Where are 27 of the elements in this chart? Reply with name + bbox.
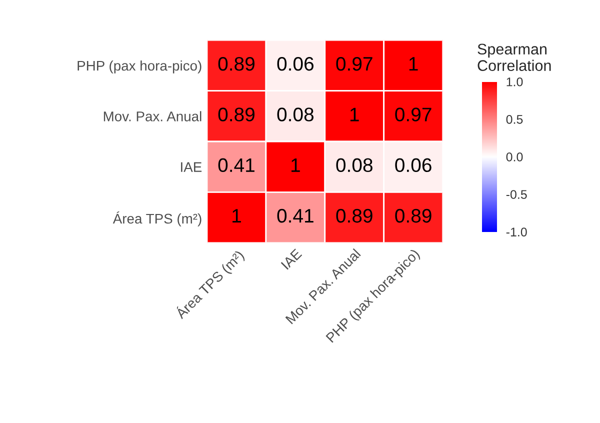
data-label: 0.08 (277, 108, 314, 122)
data-label: 0.89 (395, 208, 432, 223)
data-label: 1 (232, 209, 241, 223)
data-label: 0.89 (218, 108, 254, 122)
x-tick-label: IAE (280, 248, 302, 270)
data-label: 0.97 (395, 108, 432, 122)
data-label: 0.06 (395, 158, 432, 172)
data-label: 1 (350, 108, 359, 122)
color-bar-label: 1.0 (506, 77, 523, 86)
color-bar-label: 0.0 (506, 152, 523, 162)
data-label: 0.97 (336, 56, 372, 71)
data-label: 0.89 (218, 56, 254, 71)
y-tick-label: Área TPS (m²) (112, 211, 202, 226)
color-bar-title: Spearman Correlation (478, 44, 551, 72)
data-label: 1 (292, 158, 300, 172)
color-bar-label: 0.5 (506, 114, 523, 124)
data-label: 1 (409, 57, 418, 71)
data-label: 0.41 (218, 158, 254, 172)
data-label: 0.08 (336, 158, 372, 172)
data-label: 0.41 (277, 208, 314, 223)
y-tick-label: PHP (pax hora-pico) (78, 60, 202, 74)
y-tick-label: Mov. Pax. Anual (104, 111, 202, 122)
color-bar-label: -0.5 (506, 190, 527, 199)
data-label: 0.89 (336, 208, 372, 223)
y-tick-label: IAE (181, 162, 202, 172)
color-bar-label: -1.0 (506, 228, 527, 236)
data-label: 0.06 (277, 56, 314, 71)
